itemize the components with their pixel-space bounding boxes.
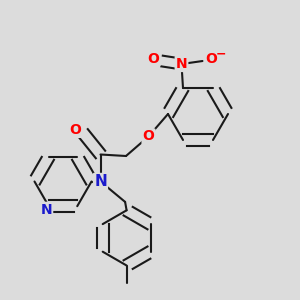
Text: O: O xyxy=(142,130,154,143)
Text: N: N xyxy=(176,57,187,71)
Text: N: N xyxy=(40,203,52,217)
Text: N: N xyxy=(94,174,107,189)
Text: O: O xyxy=(148,52,160,66)
Text: −: − xyxy=(216,48,226,61)
Text: O: O xyxy=(70,123,82,137)
Text: O: O xyxy=(205,52,217,66)
